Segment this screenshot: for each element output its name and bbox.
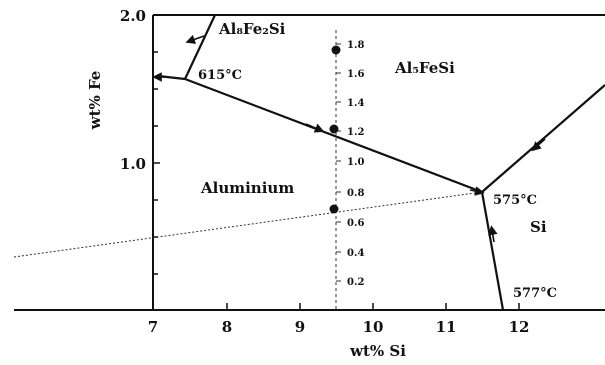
- scale-label-0.4: 0.4: [347, 248, 364, 259]
- scale-label-0.6: 0.6: [347, 218, 364, 229]
- y-axis-title: wt% Fe: [86, 71, 104, 131]
- scale-label-1.0: 1.0: [347, 157, 364, 168]
- region-label-aluminium: Aluminium: [200, 179, 294, 197]
- y-tick-marks: [153, 14, 160, 275]
- x-tick-label-11: 11: [436, 318, 457, 336]
- x-tick-label-9: 9: [295, 318, 305, 336]
- temp-label-575: 575°C: [493, 193, 537, 208]
- arrow-al-al5fesi: [305, 123, 325, 133]
- region-label-al8fe2si: Al₈Fe₂Si: [218, 20, 286, 38]
- arrow-eutectic: [469, 186, 485, 196]
- x-tick-label-8: 8: [222, 318, 232, 336]
- composition-point-high: [331, 45, 341, 55]
- x-axis-title: wt% Si: [349, 342, 406, 360]
- scale-label-0.8: 0.8: [347, 188, 364, 199]
- temp-label-615: 615°C: [198, 68, 242, 83]
- temp-label-577: 577°C: [513, 286, 557, 301]
- arrow-al5fesi-si: [531, 138, 546, 152]
- scale-label-1.4: 1.4: [347, 98, 364, 109]
- composition-point-low: [329, 204, 339, 214]
- boundary-al8fe2si-upper: [184, 14, 216, 80]
- scale-label-1.8: 1.8: [347, 40, 364, 51]
- region-label-si: Si: [530, 218, 547, 236]
- scale-ticks: [336, 43, 341, 282]
- region-label-al5fesi: Al₅FeSi: [394, 59, 455, 77]
- composition-point-mid: [329, 124, 339, 134]
- x-tick-label-10: 10: [363, 318, 384, 336]
- x-tick-label-7: 7: [148, 318, 158, 336]
- scale-label-0.2: 0.2: [347, 277, 364, 288]
- arrow-al8fe2si: [185, 34, 205, 44]
- dilution-line: [13, 191, 483, 258]
- x-tick-marks: [152, 303, 520, 310]
- boundary-al-si: [480, 191, 505, 311]
- boundary-al-al5fesi: [184, 77, 483, 194]
- arrow-al-si: [488, 225, 498, 243]
- scale-label-1.2: 1.2: [347, 127, 364, 138]
- scale-label-1.6: 1.6: [347, 69, 364, 80]
- x-tick-label-12: 12: [509, 318, 530, 336]
- y-tick-label-2: 2.0: [120, 7, 146, 25]
- y-tick-label-1: 1.0: [120, 155, 146, 173]
- boundary-al5fesi-si: [481, 84, 605, 193]
